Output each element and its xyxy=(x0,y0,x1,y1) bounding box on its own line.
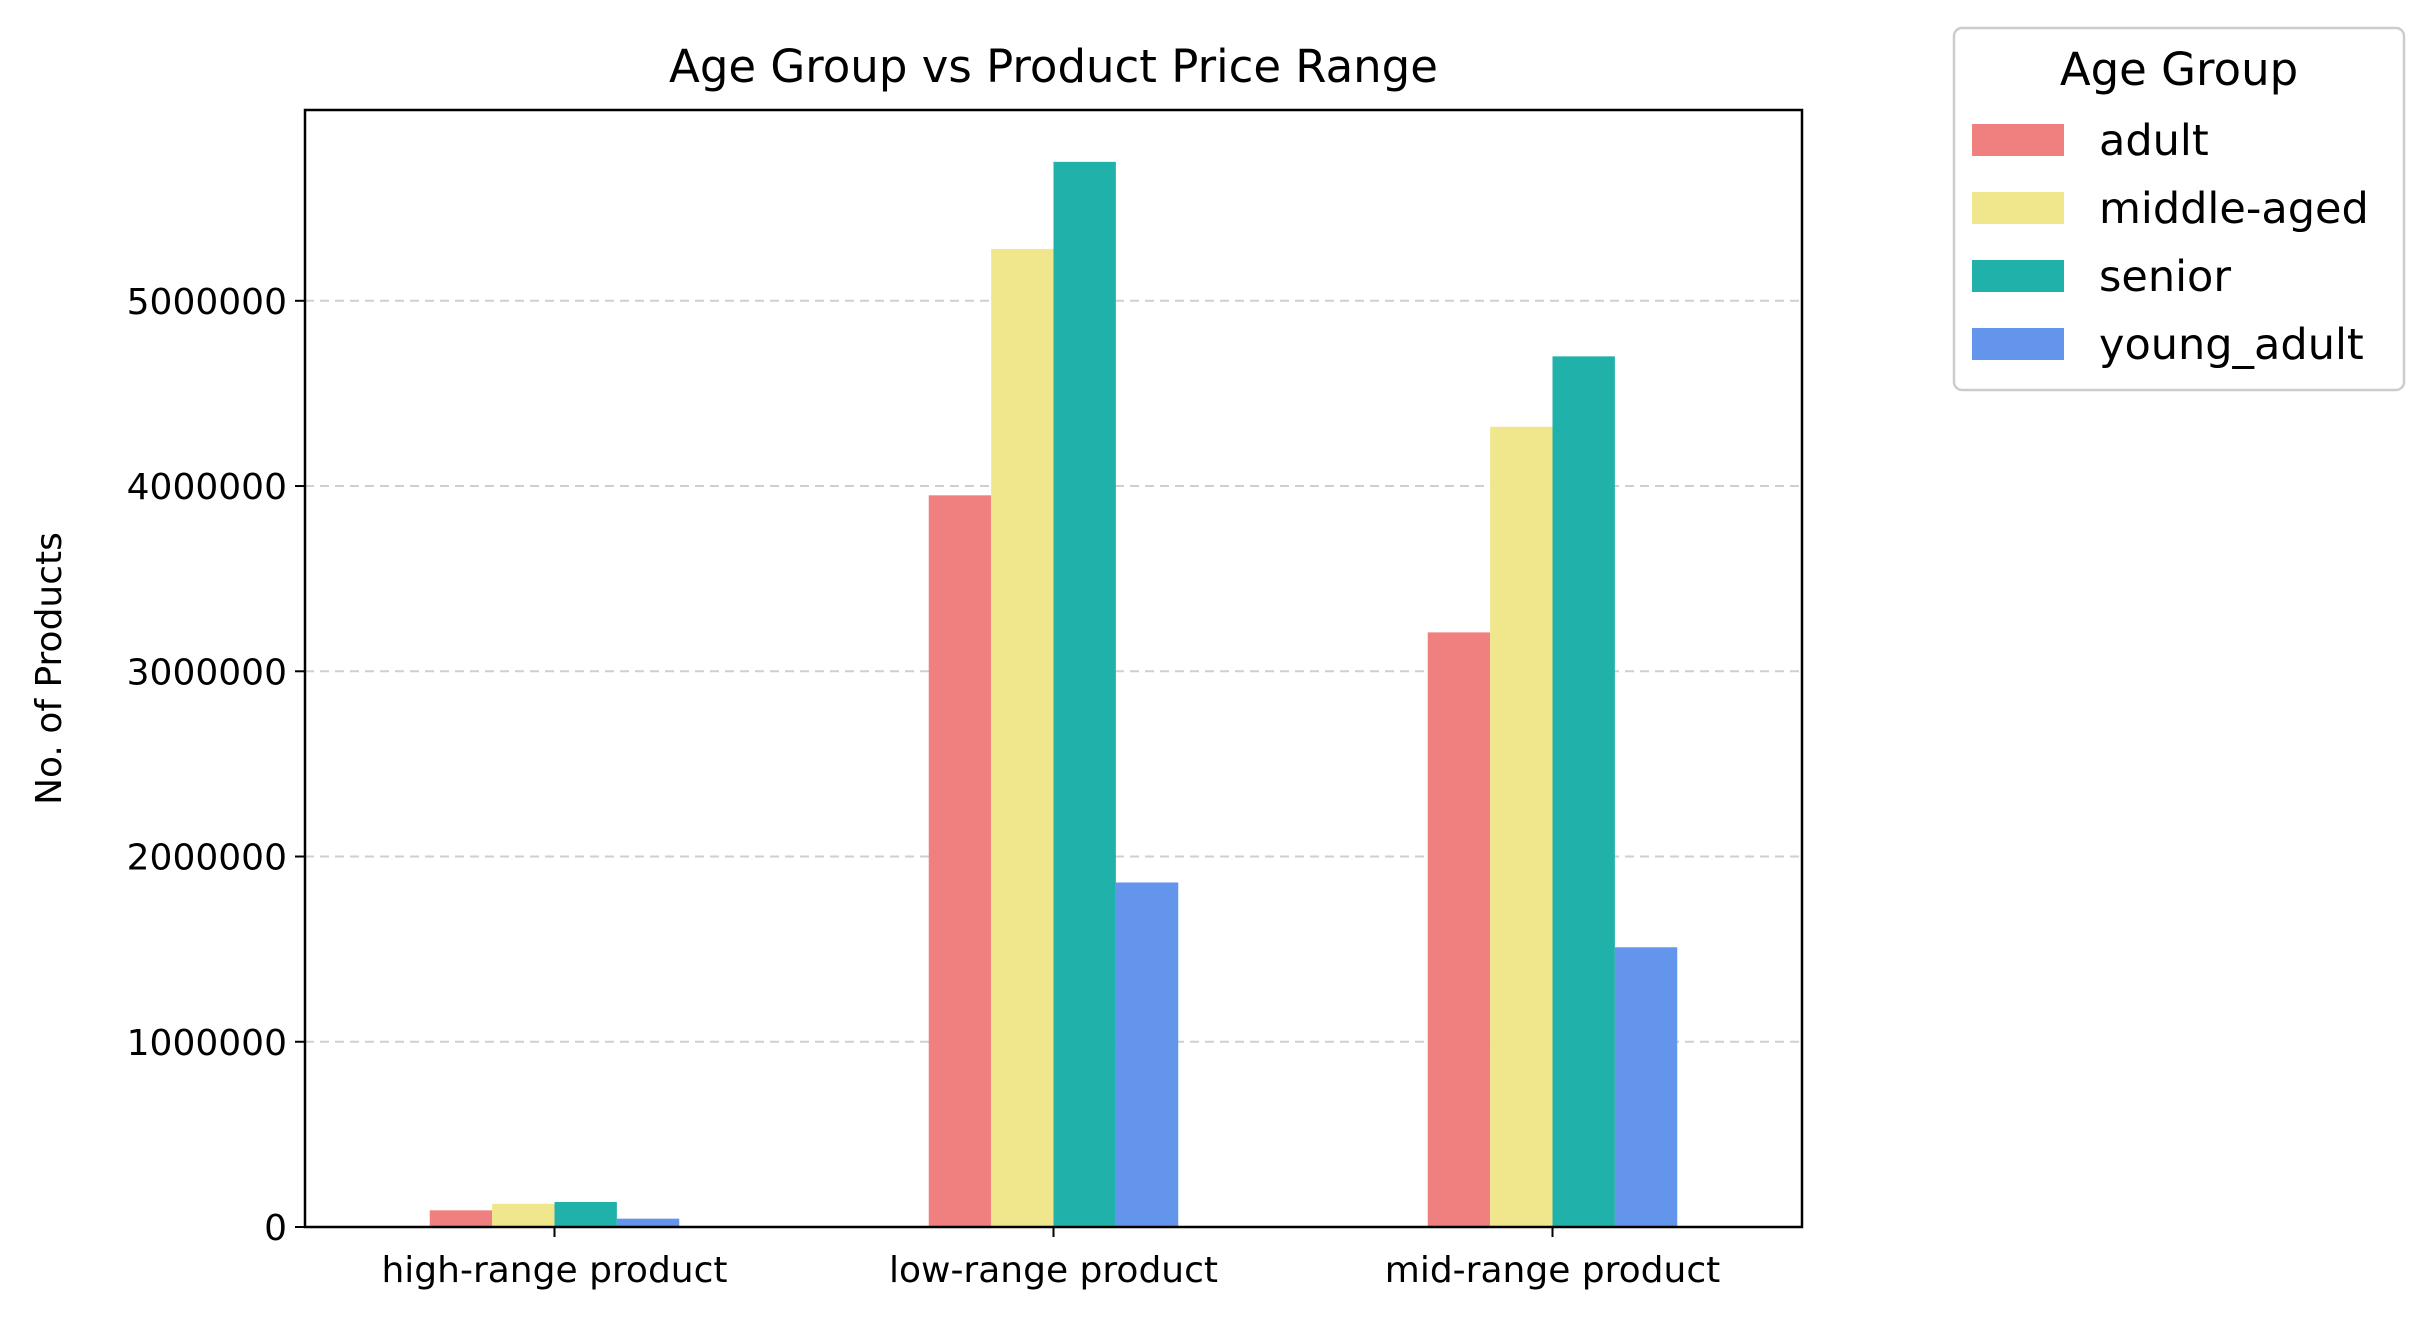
bar-young_adult-1 xyxy=(1115,882,1179,1227)
legend-swatch-adult xyxy=(1972,124,2064,156)
bar-middle-aged-0 xyxy=(492,1203,555,1227)
legend: Age Group adult middle-aged senior young_ad… xyxy=(1952,26,2406,392)
legend-label-young_adult: young_adult xyxy=(2099,320,2364,370)
legend-items: adult middle-aged senior young_adult xyxy=(1972,116,2369,370)
legend-label-senior: senior xyxy=(2099,252,2231,302)
legend-label-middle-aged: middle-aged xyxy=(2099,184,2369,234)
x-tick-label: high-range product xyxy=(381,1250,727,1291)
bar-middle-aged-2 xyxy=(1490,426,1553,1227)
y-axis: 0 1000000 2000000 3000000 4000000 5000000 xyxy=(127,282,305,1249)
bar-young_adult-0 xyxy=(616,1218,680,1227)
bar-senior-1 xyxy=(1053,161,1116,1228)
legend-title: Age Group xyxy=(2060,43,2298,96)
y-tick-label: 5000000 xyxy=(127,282,287,323)
legend-swatch-senior xyxy=(1972,260,2064,292)
x-tick-label: mid-range product xyxy=(1385,1250,1721,1291)
legend-box xyxy=(1952,26,2406,392)
y-tick-label: 2000000 xyxy=(127,838,287,879)
bar-adult-1 xyxy=(928,495,992,1227)
legend-label-adult: adult xyxy=(2099,116,2209,166)
x-tick-label: low-range product xyxy=(889,1250,1218,1291)
legend-swatch-young_adult xyxy=(1972,328,2064,360)
bar-adult-2 xyxy=(1427,632,1491,1227)
chart-title: Age Group vs Product Price Range xyxy=(669,40,1438,93)
bar-young_adult-2 xyxy=(1614,947,1678,1227)
y-tick-label: 1000000 xyxy=(127,1023,287,1064)
y-tick-label: 4000000 xyxy=(127,467,287,508)
bar-middle-aged-1 xyxy=(991,248,1054,1227)
bar-adult-0 xyxy=(429,1210,493,1227)
bar-senior-2 xyxy=(1552,356,1615,1227)
y-axis-title: No. of Products xyxy=(29,532,70,805)
bars xyxy=(429,161,1678,1228)
y-tick-label: 0 xyxy=(264,1208,287,1249)
x-axis: high-range product low-range product mid-r… xyxy=(381,1227,1720,1291)
legend-swatch-middle-aged xyxy=(1972,192,2064,224)
bar-senior-0 xyxy=(554,1201,617,1227)
y-tick-label: 3000000 xyxy=(127,652,287,693)
